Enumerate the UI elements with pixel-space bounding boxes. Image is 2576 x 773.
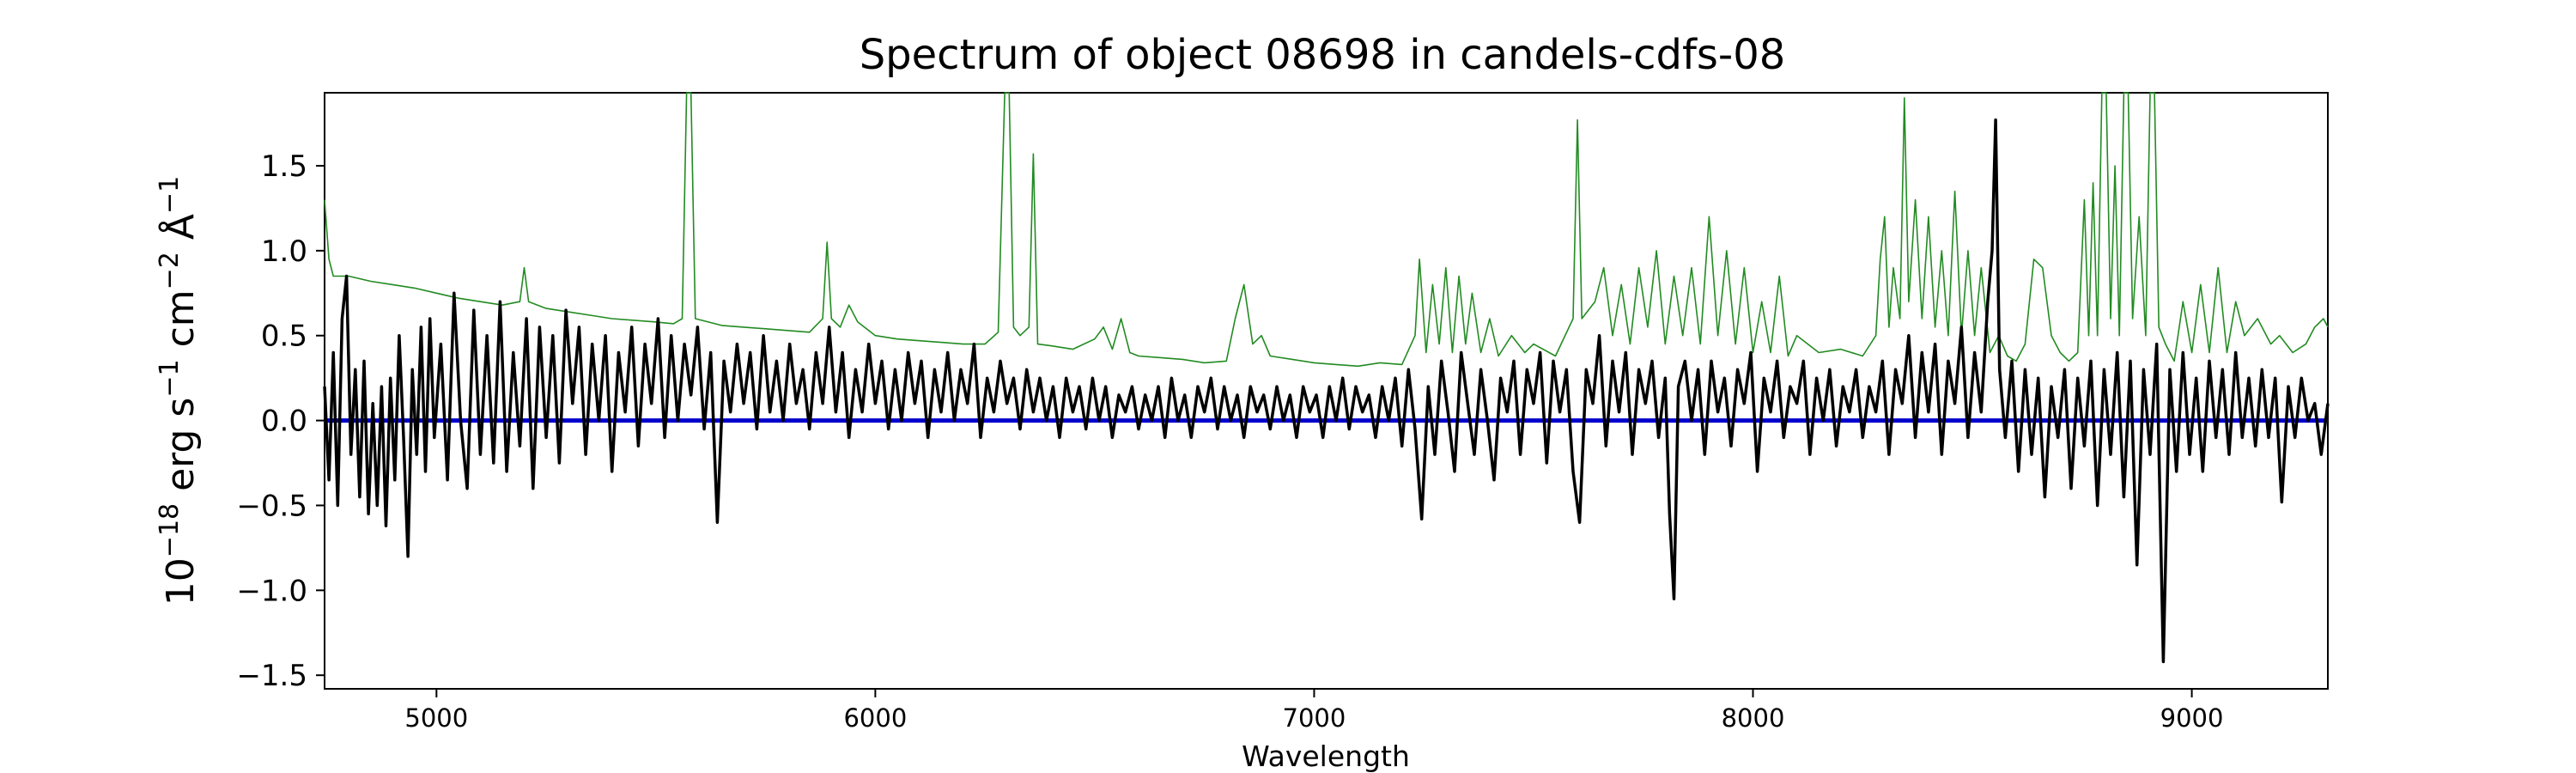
y-tick-label: 0.5 xyxy=(261,320,307,354)
error-series-path xyxy=(324,92,2329,368)
y-tick-label: −0.5 xyxy=(236,489,307,523)
x-tick-label: 7000 xyxy=(1283,703,1346,733)
x-tick-label: 5000 xyxy=(404,703,468,733)
x-tick-label: 9000 xyxy=(2160,703,2224,733)
y-label-base: 10 xyxy=(159,557,203,606)
x-tick-label: 6000 xyxy=(843,703,907,733)
y-tick-label: 1.5 xyxy=(261,149,307,184)
x-tick-label: 8000 xyxy=(1722,703,1785,733)
y-label-exp2: −2 xyxy=(155,252,185,289)
y-tick-label: 1.0 xyxy=(261,234,307,269)
y-axis-ticks: −1.5 −1.0 −0.5 0.0 0.5 1.0 1.5 xyxy=(236,149,325,693)
chart-title: Spectrum of object 08698 in candels-cdfs… xyxy=(860,31,1786,79)
x-axis-label: Wavelength xyxy=(1242,740,1410,773)
flux-series-path xyxy=(323,118,2330,664)
y-axis-label: 10−18 erg s−1 cm−2 Å−1 xyxy=(155,176,203,606)
y-label-unit1: erg s xyxy=(159,398,203,503)
y-label-exp3: −1 xyxy=(155,176,185,214)
error-spectrum-line xyxy=(324,92,2329,368)
y-label-exp: −18 xyxy=(155,503,185,557)
y-label-exp1: −1 xyxy=(155,359,185,397)
plot-area xyxy=(323,92,2330,690)
y-label-unit3: Å xyxy=(157,214,203,252)
y-tick-label: 0.0 xyxy=(261,405,307,439)
flux-spectrum-line xyxy=(323,118,2330,664)
x-axis-ticks: 5000 6000 7000 8000 9000 xyxy=(404,689,2223,733)
y-tick-label: −1.0 xyxy=(236,574,307,608)
y-label-unit2: cm xyxy=(159,289,203,359)
y-tick-label: −1.5 xyxy=(236,659,307,693)
